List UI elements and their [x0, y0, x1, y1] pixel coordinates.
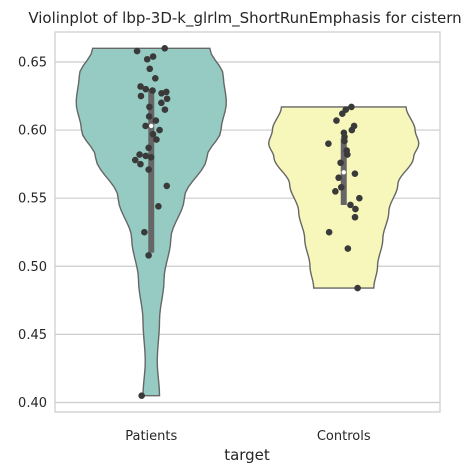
data-point [161, 45, 169, 52]
y-tick-label: 0.55 [18, 192, 47, 207]
data-point [344, 151, 351, 158]
data-point [137, 160, 144, 168]
data-point [156, 126, 163, 134]
median-marker-controls [341, 170, 346, 175]
data-point [151, 75, 159, 82]
data-point [351, 170, 359, 177]
x-axis-label: target [224, 446, 270, 464]
data-point [142, 85, 150, 93]
data-point [348, 126, 356, 134]
violins [75, 45, 420, 399]
data-point [152, 117, 160, 124]
data-point [158, 89, 165, 97]
data-point [147, 154, 155, 161]
data-point [325, 228, 333, 236]
data-point [344, 245, 352, 252]
data-point [352, 205, 359, 213]
data-point [145, 166, 152, 173]
data-point [351, 213, 359, 221]
data-point [145, 252, 152, 259]
data-point [339, 110, 346, 118]
plot-frame [54, 31, 441, 413]
chart-title: Violinplot of lbp-3D-k_glrlm_ShortRunEmp… [28, 9, 461, 28]
x-tick-label: Controls [317, 429, 371, 444]
data-point [348, 103, 355, 111]
data-point [141, 228, 148, 236]
data-point [325, 140, 332, 147]
data-point [356, 194, 363, 202]
x-axis: Patients Controls [125, 429, 371, 444]
data-point [153, 136, 160, 143]
data-point [146, 103, 153, 111]
data-point [138, 392, 145, 399]
y-tick-label: 0.50 [18, 260, 47, 275]
data-point [163, 182, 171, 190]
data-point [155, 203, 162, 210]
data-point [149, 87, 156, 94]
data-point [333, 117, 340, 124]
data-point [137, 83, 144, 90]
data-point [341, 137, 348, 145]
data-point [332, 188, 339, 195]
y-axis: 0.40 0.45 0.50 0.55 0.60 0.65 [18, 55, 47, 411]
x-tick-label: Patients [125, 429, 177, 444]
data-point [335, 174, 342, 182]
y-tick-label: 0.65 [18, 55, 47, 70]
median-marker-patients [149, 123, 154, 129]
data-point [142, 122, 149, 130]
data-point [137, 92, 145, 100]
data-point [146, 65, 154, 73]
data-point [145, 144, 152, 152]
data-point [149, 53, 157, 60]
data-point [158, 99, 165, 107]
y-tick-label: 0.40 [18, 396, 47, 411]
data-point [131, 156, 139, 164]
data-point [337, 183, 345, 191]
data-point [354, 284, 361, 292]
data-point [142, 152, 150, 160]
data-point [163, 95, 171, 103]
data-point [347, 201, 354, 209]
data-point [136, 151, 143, 158]
data-point [337, 159, 344, 167]
y-tick-label: 0.60 [18, 124, 47, 139]
data-point [149, 130, 157, 138]
data-point [145, 113, 153, 120]
data-point [143, 55, 151, 63]
data-point [133, 47, 141, 55]
y-tick-label: 0.45 [18, 328, 47, 343]
data-point [161, 106, 169, 113]
